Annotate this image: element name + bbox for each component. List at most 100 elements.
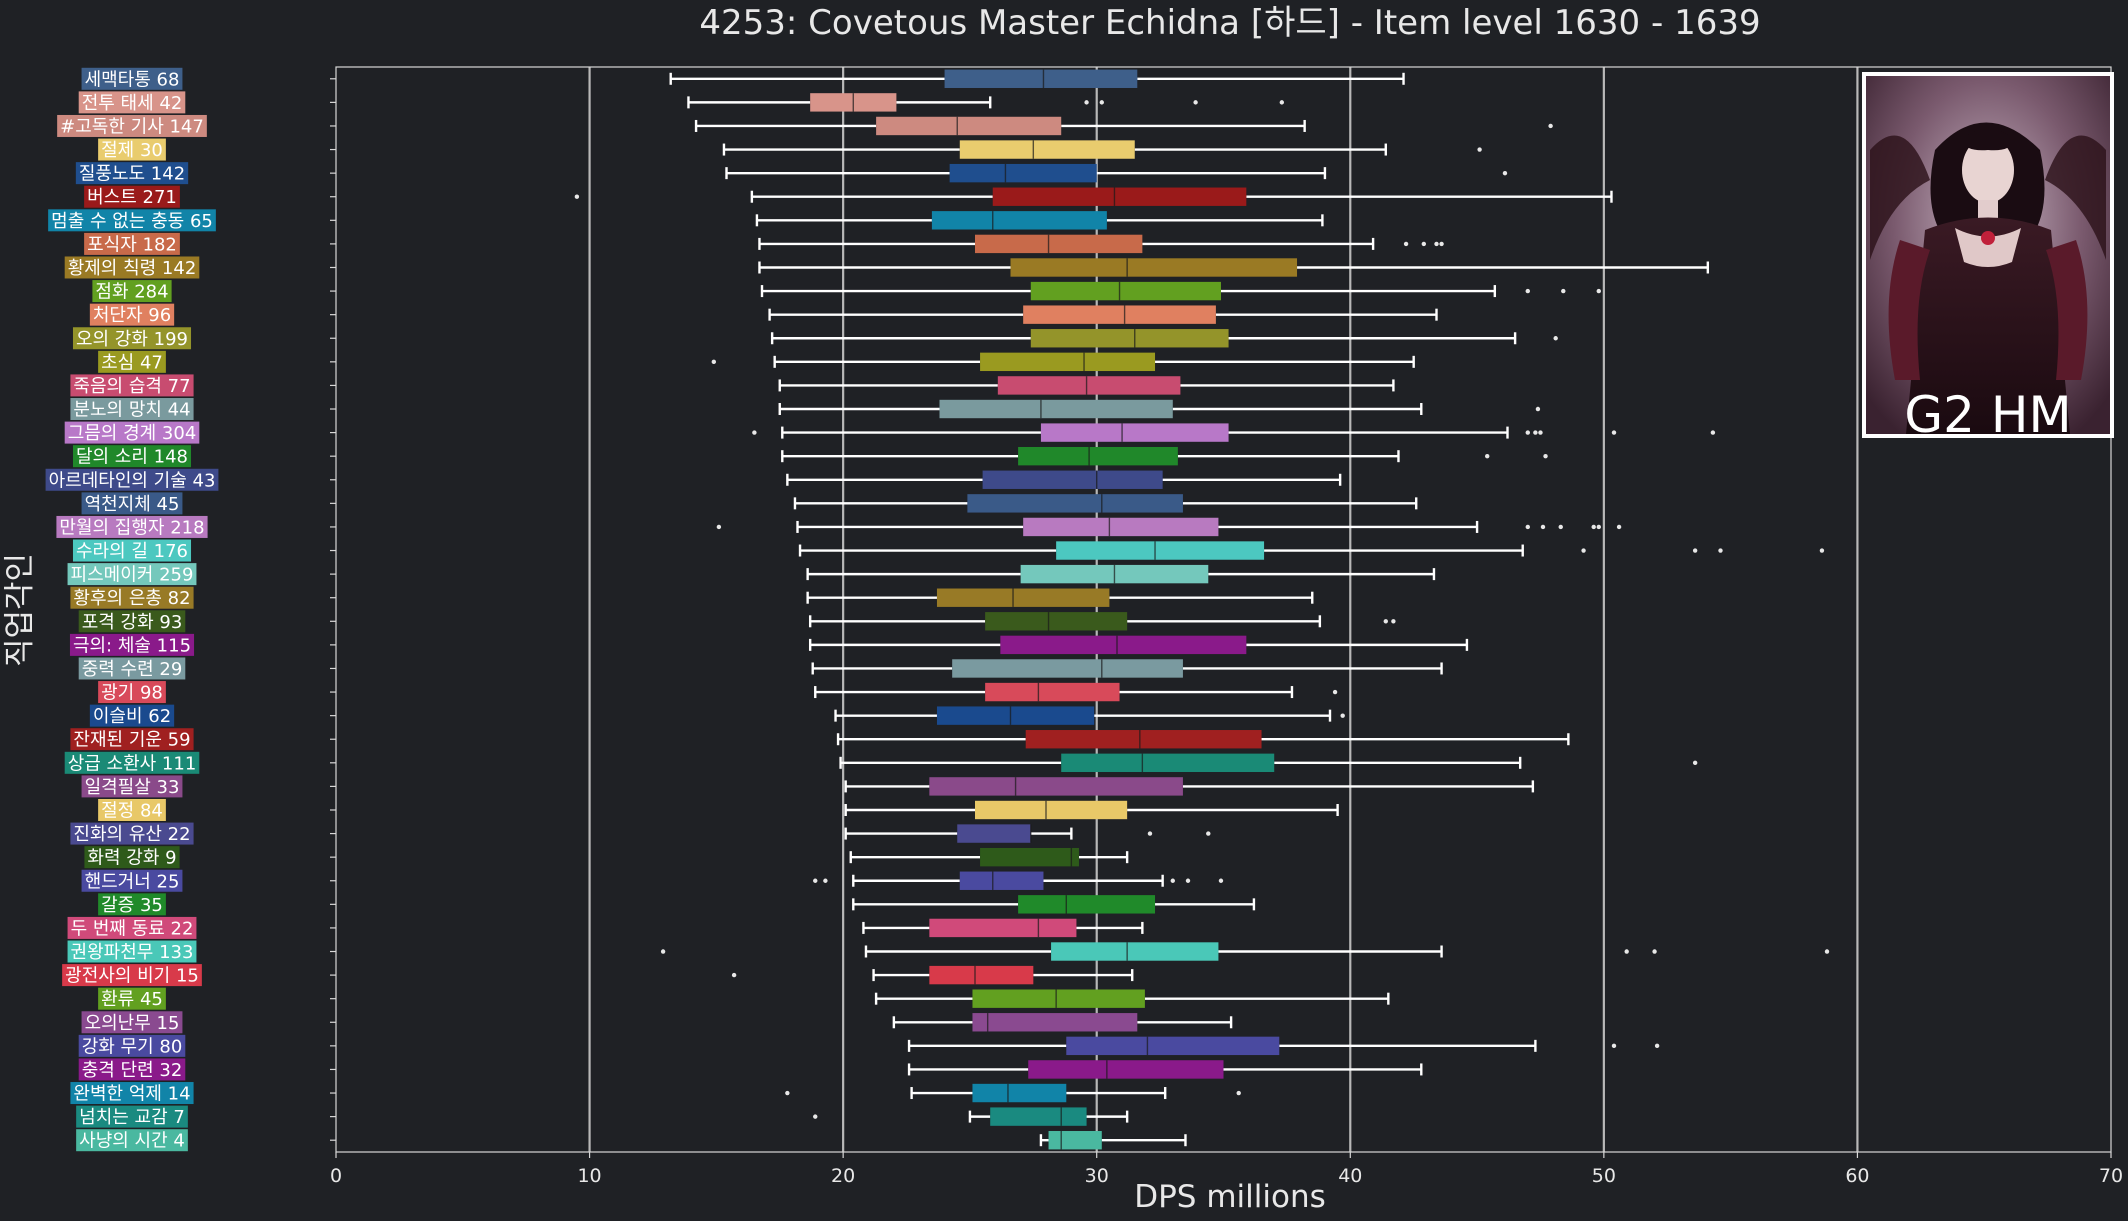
- x-axis-label: DPS millions: [1134, 1179, 1326, 1215]
- box-item: [330, 1036, 1660, 1056]
- box-iqr: [972, 989, 1145, 1008]
- outlier-point: [1692, 548, 1698, 553]
- category-label: 초심 47: [98, 350, 166, 373]
- box-item: [330, 376, 1395, 395]
- category-label-text: 세맥타통 68: [85, 69, 180, 90]
- category-label: 포격 강화 93: [78, 610, 186, 633]
- category-label-bg: [62, 964, 202, 987]
- outlier-point: [1616, 524, 1622, 530]
- category-label: #고독한 기사 147: [57, 114, 207, 137]
- category-label-text: 완벽한 억제 14: [73, 1084, 190, 1105]
- category-label-text: 충격 단련 32: [82, 1060, 183, 1081]
- category-label-text: 분노의 망치 44: [73, 400, 190, 421]
- echidna-portrait-icon: [1866, 76, 2110, 434]
- category-label: 절정 84: [98, 798, 166, 821]
- category-label-text: 사냥의 시간 4: [79, 1131, 185, 1152]
- category-label-bg: [72, 327, 192, 350]
- category-label: 상급 소환사 111: [64, 751, 200, 774]
- category-label-bg: [84, 185, 180, 208]
- category-label: 넘치는 교감 7: [76, 1105, 188, 1128]
- category-label-text: 절제 30: [101, 140, 163, 161]
- category-label-bg: [70, 728, 194, 751]
- box-iqr: [931, 211, 1107, 230]
- category-label-bg: [70, 398, 194, 421]
- outlier-point: [1596, 524, 1601, 530]
- box-item: [330, 211, 1324, 230]
- category-label-text: 만월의 집행자 218: [59, 517, 204, 538]
- category-label-text: 포격 강화 93: [82, 612, 183, 633]
- category-label-bg: [67, 916, 197, 939]
- category-label-text: 상급 소환사 111: [68, 753, 197, 774]
- box-iqr: [1061, 753, 1275, 773]
- y-axis-label: 직업각인: [2, 553, 38, 667]
- category-label-text: 잔재된 기운 59: [73, 730, 190, 751]
- box-iqr: [975, 800, 1128, 820]
- category-label-text: 극의: 체술 115: [73, 635, 191, 656]
- category-label-bg: [70, 1082, 194, 1105]
- outlier-point: [1147, 831, 1153, 836]
- outlier-point: [1692, 760, 1698, 766]
- box-item: [330, 753, 1698, 773]
- outlier-point: [1824, 949, 1830, 954]
- box-item: [330, 1060, 1423, 1079]
- x-axis-ticks: 0 10 20 30 40 50 60 70: [330, 1152, 2123, 1187]
- category-label: 세맥타통 68: [81, 67, 183, 90]
- category-label-text: 두 번째 동료 22: [71, 918, 194, 939]
- box-iqr: [972, 1083, 1067, 1103]
- category-label: 아르데타인의 기술 43: [45, 468, 219, 491]
- outlier-point: [1170, 878, 1175, 883]
- box-item: [330, 847, 1129, 867]
- category-label-text: 강화 무기 80: [82, 1036, 183, 1057]
- category-label: 역천지체 45: [81, 492, 183, 515]
- category-label-bg: [89, 704, 175, 727]
- category-label-bg: [48, 209, 216, 232]
- outlier-point: [1434, 241, 1439, 247]
- outlier-point: [1624, 949, 1629, 954]
- box-iqr: [1010, 258, 1298, 277]
- box-item: [330, 1013, 1233, 1032]
- box-iqr: [876, 116, 1062, 136]
- box-item: [330, 965, 1134, 985]
- category-label: 환류 45: [98, 987, 166, 1010]
- category-label-text: 질풍노도 142: [79, 164, 185, 185]
- box-item: [330, 470, 1342, 489]
- box-item: [330, 399, 1541, 419]
- category-label-text: 포식자 182: [87, 234, 177, 255]
- box-item: [330, 423, 1716, 442]
- outlier-point: [1421, 241, 1427, 247]
- x-tick-label: 10: [577, 1165, 601, 1187]
- outlier-point: [1218, 878, 1224, 883]
- box-series: [330, 69, 1830, 1150]
- outlier-point: [823, 878, 828, 883]
- box-item: [330, 659, 1443, 678]
- outlier-point: [1553, 336, 1558, 341]
- category-label-bg: [81, 67, 183, 90]
- category-label-bg: [92, 280, 172, 303]
- category-label-text: 멈출 수 없는 충동 65: [51, 211, 213, 232]
- box-item: [330, 305, 1438, 324]
- category-label-bg: [81, 775, 183, 798]
- category-label-bg: [56, 515, 208, 538]
- outlier-point: [813, 878, 818, 883]
- outlier-point: [1279, 100, 1285, 105]
- category-label-text: 역천지체 45: [85, 494, 180, 515]
- category-label: 절제 30: [98, 138, 166, 161]
- outlier-point: [1099, 100, 1104, 105]
- category-label: 극의: 체술 115: [69, 633, 195, 656]
- box-iqr: [1023, 305, 1216, 324]
- category-label: 분노의 망치 44: [70, 398, 194, 421]
- category-label: 점화 284: [92, 280, 172, 303]
- category-label-bg: [69, 633, 195, 656]
- box-iqr: [936, 588, 1110, 607]
- category-label-text: 갈증 35: [101, 895, 163, 916]
- box-item: [330, 730, 1570, 749]
- box-iqr: [1028, 1060, 1224, 1079]
- box-iqr: [1040, 423, 1229, 442]
- outlier-point: [1391, 619, 1396, 624]
- category-label: 오의난무 15: [81, 1011, 183, 1034]
- category-label-bg: [78, 1058, 186, 1081]
- box-item: [330, 163, 1508, 183]
- outlier-point: [1561, 288, 1566, 294]
- outlier-point: [731, 972, 737, 978]
- box-iqr: [929, 777, 1183, 796]
